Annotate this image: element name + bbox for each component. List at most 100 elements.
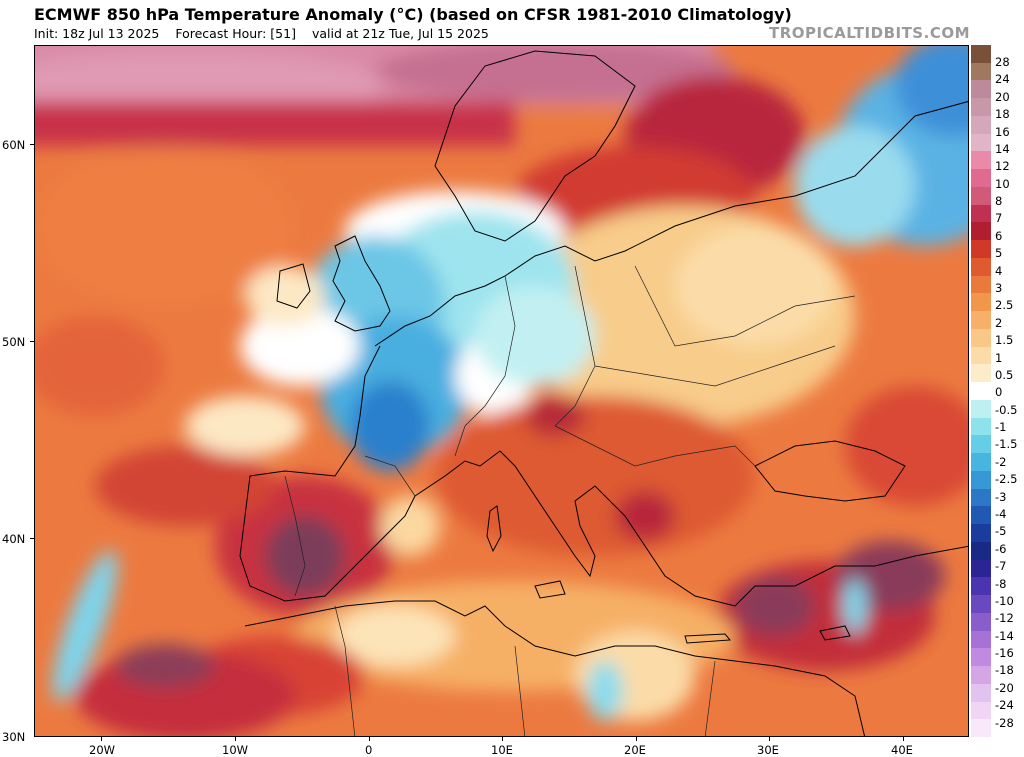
lon-label-10e: 10E <box>491 743 513 757</box>
colorbar-label: -3 <box>995 489 1007 504</box>
colorbar-swatch <box>971 648 991 667</box>
colorbar-label: -18 <box>995 663 1014 678</box>
colorbar-swatch <box>971 524 991 543</box>
colorbar-swatch <box>971 577 991 596</box>
border-tunisia-libya <box>514 645 526 736</box>
coast-great-britain <box>332 235 391 332</box>
coast-ireland <box>276 263 311 309</box>
colorbar-swatch <box>971 488 991 507</box>
lon-tick-30e <box>769 737 770 741</box>
colorbar-label: 0 <box>995 385 1003 400</box>
colorbar-swatch <box>971 240 991 259</box>
colorbar-label: 16 <box>995 124 1010 139</box>
colorbar-swatch <box>971 293 991 312</box>
forecast-hour: Forecast Hour: [51] <box>175 26 296 41</box>
colorbar-label: -28 <box>995 715 1014 730</box>
map-canvas <box>35 46 968 736</box>
lon-tick-20e <box>636 737 637 741</box>
colorbar-swatch <box>971 435 991 454</box>
coast-black-sea <box>754 440 906 502</box>
colorbar-swatch <box>971 204 991 223</box>
colorbar-label: -6 <box>995 541 1007 556</box>
colorbar-label: 12 <box>995 159 1010 174</box>
colorbar-label: -10 <box>995 593 1014 608</box>
colorbar-swatch <box>971 186 991 206</box>
colorbar-swatch <box>971 346 991 365</box>
coast-sicily <box>534 580 566 599</box>
colorbar-label: 7 <box>995 211 1003 226</box>
lon-tick-10w <box>235 737 236 741</box>
lat-label-50n: 50N <box>2 335 26 349</box>
colorbar-swatch <box>971 417 991 436</box>
colorbar-swatch <box>971 151 991 170</box>
colorbar-label: 2 <box>995 315 1003 330</box>
colorbar-label: -16 <box>995 646 1014 661</box>
colorbar-label: -20 <box>995 680 1014 695</box>
lon-label-20e: 20E <box>624 743 646 757</box>
map-subtitle: Init: 18z Jul 13 2025 Forecast Hour: [51… <box>34 26 501 41</box>
colorbar-label: -1.5 <box>995 437 1018 452</box>
colorbar-label: 10 <box>995 176 1010 191</box>
colorbar-label: 5 <box>995 246 1003 261</box>
colorbar-swatch <box>971 62 991 81</box>
colorbar-swatch <box>971 328 991 348</box>
lat-tick-40n <box>30 538 34 539</box>
lon-label-30e: 30E <box>757 743 779 757</box>
border-balkans <box>554 425 756 467</box>
border-france-germany <box>454 275 516 457</box>
border-portugal-spain <box>284 475 306 597</box>
lon-tick-0 <box>369 737 370 741</box>
colorbar-swatch <box>971 701 991 720</box>
colorbar-swatch <box>971 222 991 241</box>
lon-tick-20w <box>101 737 102 741</box>
brand-watermark: TROPICALTIDBITS.COM <box>769 24 970 42</box>
colorbar-swatch <box>971 453 991 472</box>
colorbar-swatch <box>971 559 991 578</box>
coastlines <box>239 50 968 736</box>
anomaly-field <box>35 46 968 736</box>
colorbar-label: 6 <box>995 228 1003 243</box>
coast-north-africa <box>244 600 866 736</box>
anomaly-map[interactable] <box>34 45 969 737</box>
border-france-spain <box>364 455 416 497</box>
colorbar-swatch <box>971 364 991 383</box>
colorbar-label: 0.5 <box>995 367 1014 382</box>
lat-label-40n: 40N <box>2 532 26 546</box>
border-central-east <box>594 345 836 387</box>
colorbar-label: -2.5 <box>995 472 1018 487</box>
border-baltic-belarus <box>634 265 856 347</box>
borders <box>284 265 856 736</box>
lat-tick-50n <box>30 341 34 342</box>
coast-south-europe <box>239 345 968 607</box>
colorbar-swatch <box>971 399 991 419</box>
colorbar-label: 24 <box>995 72 1010 87</box>
colorbar-swatch <box>971 630 991 649</box>
lon-label-40e: 40E <box>891 743 913 757</box>
colorbar-label: -12 <box>995 611 1014 626</box>
coast-crete <box>684 633 732 644</box>
coast-cyprus <box>819 625 851 641</box>
colorbar-label: 28 <box>995 55 1010 69</box>
lat-label-60n: 60N <box>2 138 26 152</box>
colorbar-label: -1 <box>995 420 1007 435</box>
lon-tick-10e <box>502 737 503 741</box>
colorbar-swatch <box>971 683 991 702</box>
colorbar <box>971 45 991 738</box>
colorbar-label: -4 <box>995 507 1007 521</box>
colorbar-label: 3 <box>995 281 1003 295</box>
colorbar-swatch <box>971 612 991 632</box>
colorbar-swatch <box>971 382 991 401</box>
colorbar-swatch <box>971 719 991 738</box>
colorbar-swatch <box>971 470 991 490</box>
colorbar-label: 1 <box>995 350 1003 365</box>
colorbar-swatch <box>971 133 991 152</box>
border-libya-egypt <box>704 660 716 736</box>
colorbar-label: -5 <box>995 524 1007 539</box>
colorbar-label: 2.5 <box>995 298 1014 313</box>
init-time: Init: 18z Jul 13 2025 <box>34 26 160 41</box>
lon-label-10w: 10W <box>222 743 249 757</box>
colorbar-swatch <box>971 666 991 685</box>
colorbar-swatch <box>971 45 991 64</box>
colorbar-swatch <box>971 311 991 330</box>
coast-north-europe <box>374 101 968 347</box>
